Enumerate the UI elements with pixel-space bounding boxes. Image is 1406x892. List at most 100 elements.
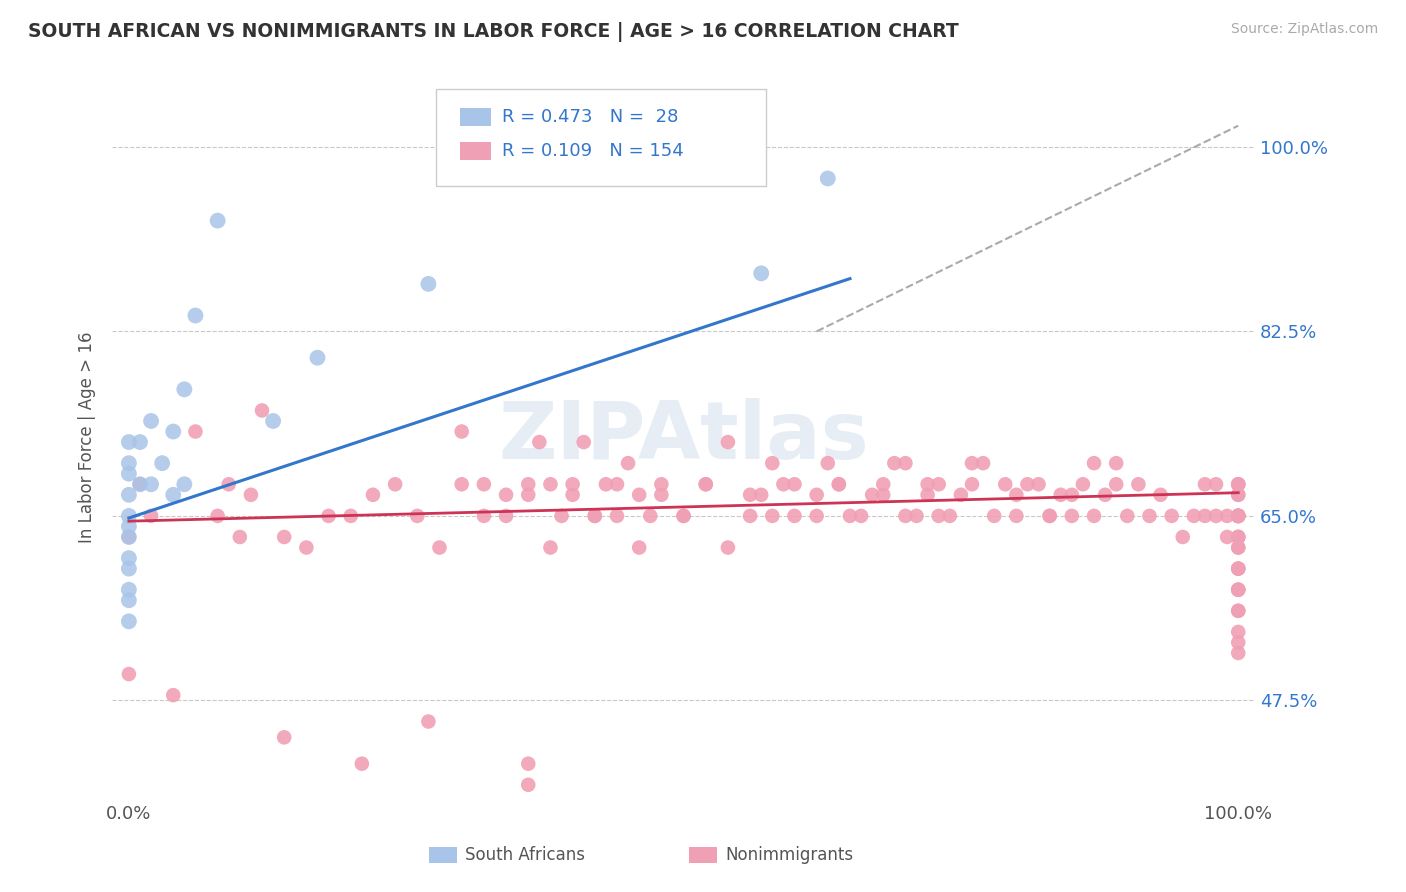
Point	[1227, 582, 1250, 597]
Point	[118, 667, 141, 681]
Point	[650, 488, 672, 502]
Point	[1227, 530, 1250, 544]
Point	[628, 488, 651, 502]
Point	[939, 508, 962, 523]
Point	[129, 435, 152, 450]
Point	[118, 435, 141, 450]
Point	[883, 456, 905, 470]
Point	[350, 756, 373, 771]
Point	[1094, 488, 1116, 502]
Point	[1227, 624, 1250, 639]
Point	[1216, 530, 1239, 544]
Point	[928, 508, 950, 523]
Point	[695, 477, 717, 491]
Point	[1205, 508, 1227, 523]
Point	[1083, 456, 1105, 470]
Point	[1049, 488, 1071, 502]
Point	[828, 477, 851, 491]
Point	[1160, 508, 1182, 523]
Point	[1227, 541, 1250, 555]
Point	[1227, 582, 1250, 597]
Point	[872, 477, 894, 491]
Point	[1227, 530, 1250, 544]
Point	[1227, 508, 1250, 523]
Point	[1227, 604, 1250, 618]
Point	[495, 488, 517, 502]
Point	[761, 508, 783, 523]
Point	[1227, 488, 1250, 502]
Point	[207, 508, 229, 523]
Point	[184, 309, 207, 323]
Point	[295, 541, 318, 555]
Point	[162, 488, 184, 502]
Point	[1005, 488, 1028, 502]
Point	[273, 530, 295, 544]
Point	[740, 508, 762, 523]
Point	[695, 477, 717, 491]
Point	[173, 477, 195, 491]
Point	[595, 477, 617, 491]
Point	[1227, 508, 1250, 523]
Point	[828, 477, 851, 491]
Point	[450, 477, 472, 491]
Point	[118, 530, 141, 544]
Point	[849, 508, 872, 523]
Y-axis label: In Labor Force | Age > 16: In Labor Force | Age > 16	[79, 331, 96, 542]
Point	[1227, 477, 1250, 491]
Point	[606, 477, 628, 491]
Point	[894, 508, 917, 523]
Point	[538, 541, 561, 555]
Point	[1227, 508, 1250, 523]
Point	[472, 508, 495, 523]
Point	[905, 508, 928, 523]
Point	[1227, 530, 1250, 544]
Point	[1039, 508, 1062, 523]
Point	[740, 488, 762, 502]
Point	[960, 477, 983, 491]
Point	[218, 477, 240, 491]
Point	[1194, 508, 1216, 523]
Point	[583, 508, 606, 523]
Point	[672, 508, 695, 523]
Point	[1005, 508, 1028, 523]
Point	[1227, 508, 1250, 523]
Point	[1227, 582, 1250, 597]
Point	[118, 561, 141, 575]
Point	[406, 508, 429, 523]
Point	[1060, 508, 1083, 523]
Point	[806, 508, 828, 523]
Point	[1216, 508, 1239, 523]
Point	[1083, 508, 1105, 523]
Point	[561, 488, 583, 502]
Point	[450, 425, 472, 439]
Point	[749, 488, 772, 502]
Point	[184, 425, 207, 439]
Point	[960, 456, 983, 470]
Point	[517, 778, 540, 792]
Point	[1017, 477, 1039, 491]
Point	[872, 488, 894, 502]
Point	[783, 477, 806, 491]
Point	[894, 456, 917, 470]
Point	[1105, 456, 1128, 470]
Point	[118, 519, 141, 533]
Point	[628, 541, 651, 555]
Point	[239, 488, 262, 502]
Point	[118, 551, 141, 566]
Point	[273, 731, 295, 745]
Point	[640, 508, 662, 523]
Point	[129, 477, 152, 491]
Point	[150, 456, 173, 470]
Point	[761, 456, 783, 470]
Point	[118, 508, 141, 523]
Point	[1128, 477, 1150, 491]
Point	[1227, 477, 1250, 491]
Point	[118, 488, 141, 502]
Point	[617, 456, 640, 470]
Text: ZIPAtlas: ZIPAtlas	[498, 398, 869, 475]
Point	[550, 508, 572, 523]
Point	[561, 477, 583, 491]
Point	[1227, 488, 1250, 502]
Point	[162, 688, 184, 702]
Text: R = 0.473   N =  28: R = 0.473 N = 28	[502, 108, 678, 126]
